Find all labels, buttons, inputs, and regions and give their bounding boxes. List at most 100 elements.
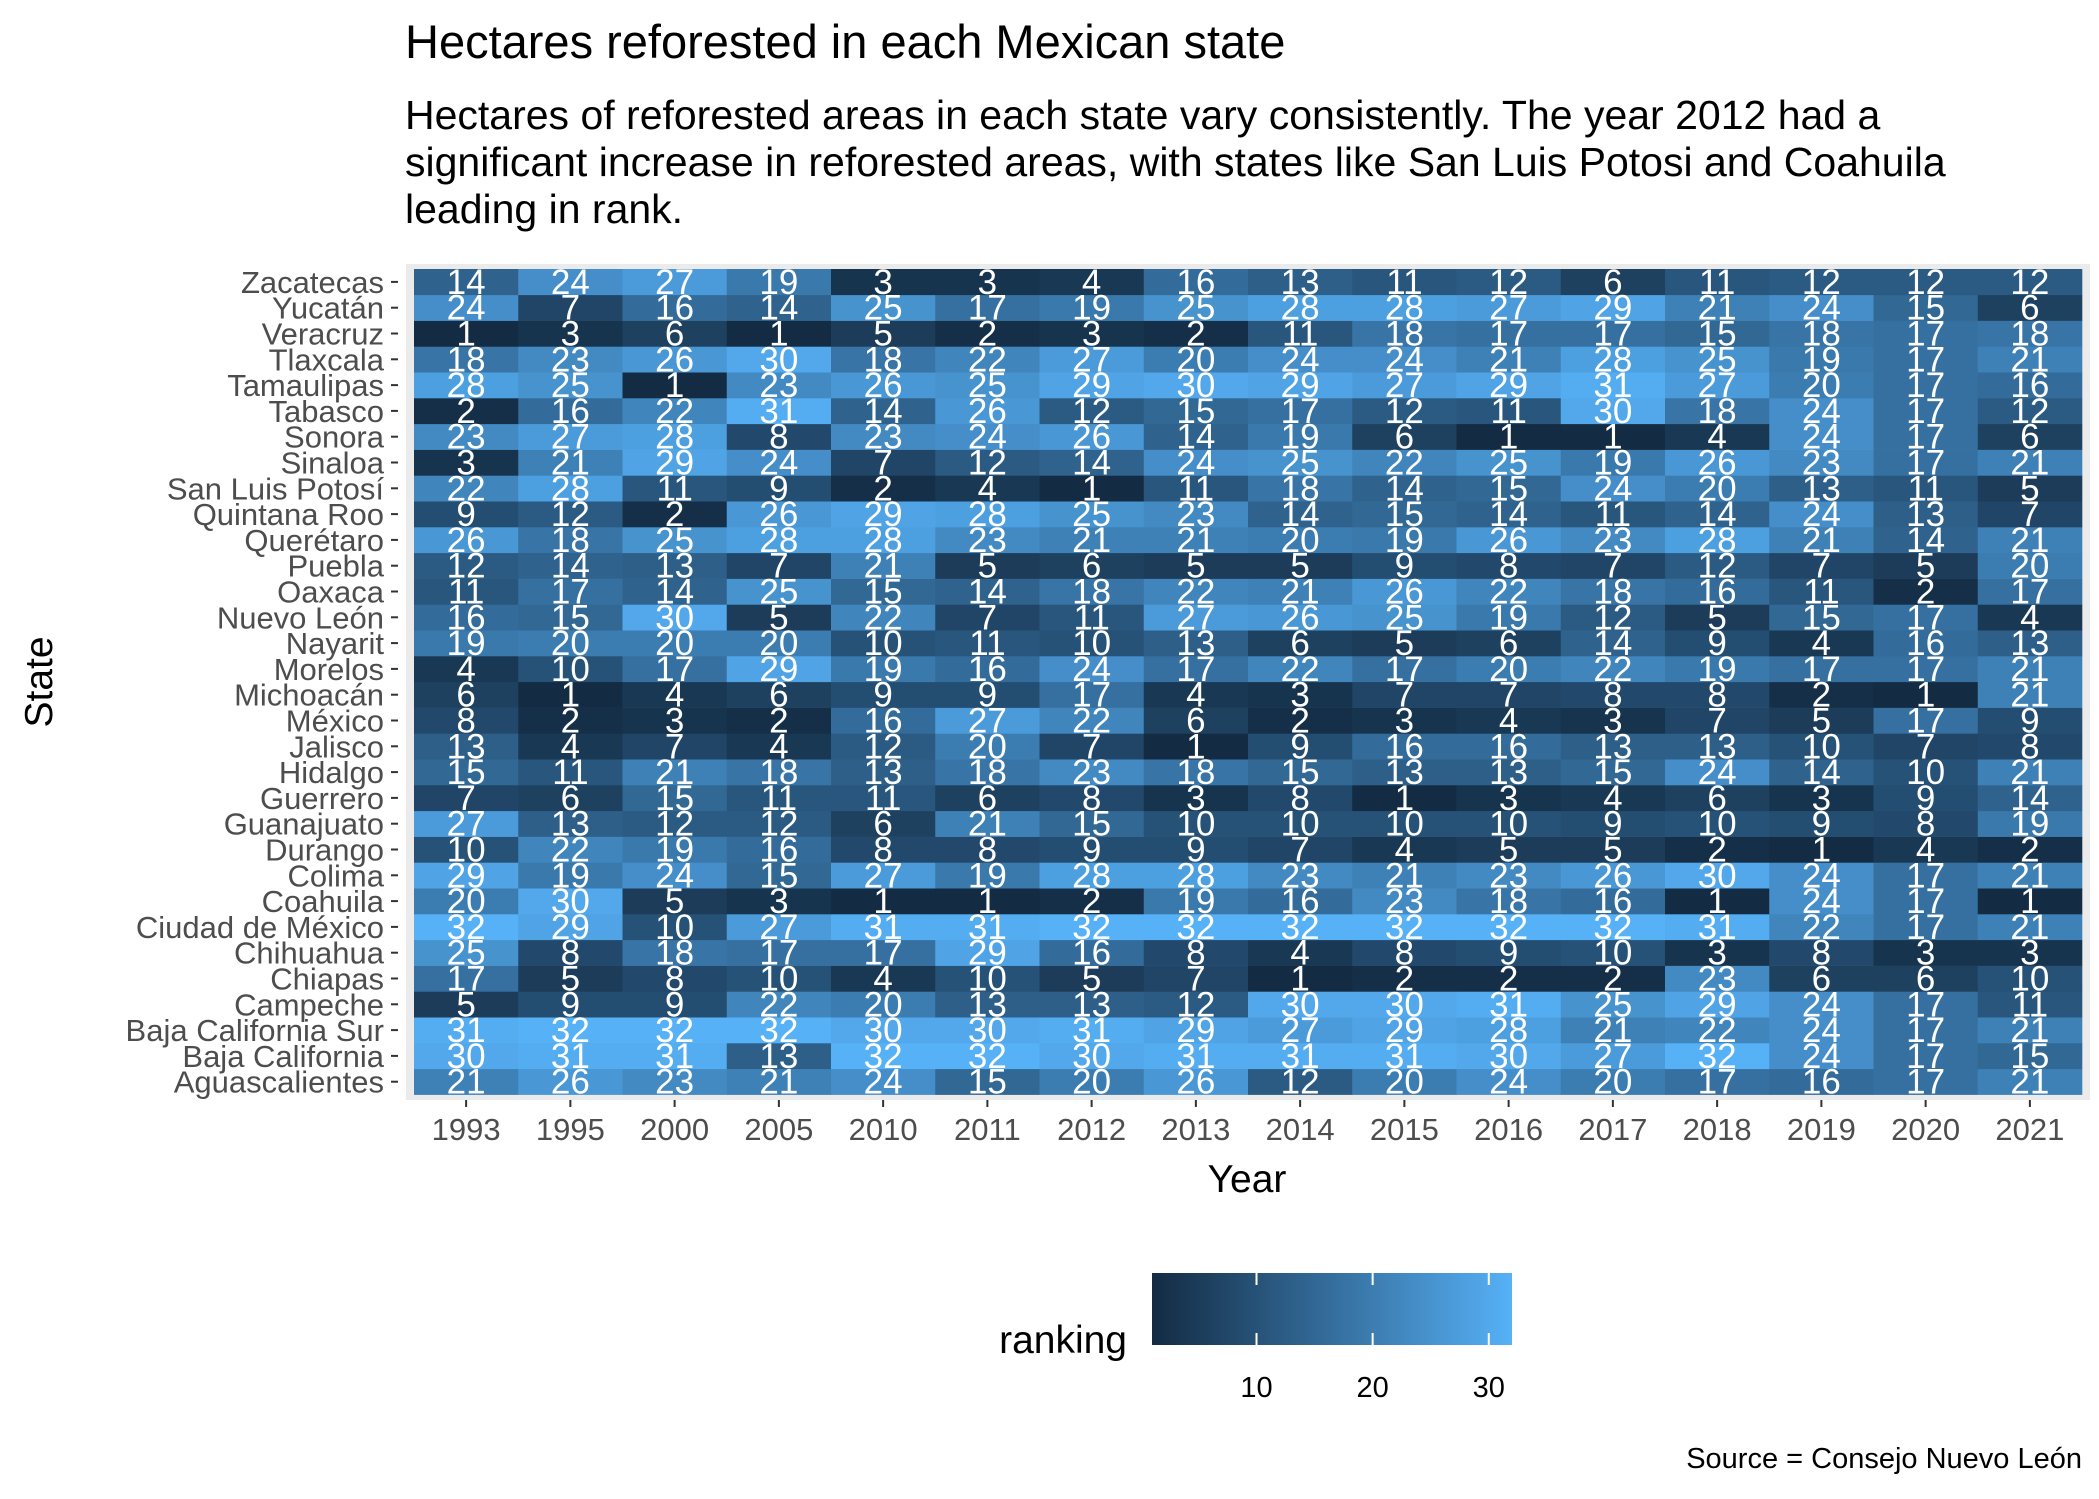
cell-value-label: 29 <box>968 934 1007 973</box>
cell-value-label: 17 <box>1176 650 1215 689</box>
cell-value-label: 2 <box>873 469 892 508</box>
heatmap-cell <box>1560 346 1666 373</box>
cell-value-label: 4 <box>1395 831 1414 870</box>
heatmap-cell <box>1039 630 1145 657</box>
heatmap-cell <box>1456 269 1562 296</box>
cell-value-label: 18 <box>1176 753 1215 792</box>
cell-value-label: 29 <box>1176 1011 1215 1050</box>
y-tick-label: Morelos <box>274 652 384 687</box>
heatmap-cell <box>1248 552 1353 579</box>
heatmap-cell <box>1560 475 1666 502</box>
cell-value-label: 5 <box>1186 547 1205 586</box>
heatmap-cell <box>935 449 1040 476</box>
cell-value-label: 1 <box>1186 727 1205 766</box>
cell-value-label: 17 <box>1489 315 1528 354</box>
cell-value-label: 24 <box>655 856 694 895</box>
cell-value-label: 21 <box>1281 573 1320 612</box>
cell-value-label: 10 <box>864 624 903 663</box>
cell-value-label: 10 <box>551 650 590 689</box>
heatmap-cell <box>1873 836 1979 863</box>
cell-value-label: 2 <box>1082 882 1101 921</box>
cell-value-label: 2 <box>1603 960 1622 999</box>
cell-value-label: 6 <box>561 779 580 818</box>
heatmap-cell <box>1665 552 1770 579</box>
cell-value-label: 19 <box>1385 521 1424 560</box>
cell-value-label: 12 <box>655 805 694 844</box>
cell-value-label: 16 <box>759 831 798 870</box>
heatmap-cell <box>1560 785 1666 812</box>
cell-value-label: 18 <box>1489 882 1528 921</box>
cell-value-label: 24 <box>1385 340 1424 379</box>
heatmap-cell <box>1248 449 1353 476</box>
cell-value-label: 23 <box>968 521 1007 560</box>
cell-value-label: 13 <box>1593 727 1632 766</box>
cell-value-label: 21 <box>2010 908 2049 947</box>
cell-value-label: 7 <box>1499 676 1518 715</box>
heatmap-cell <box>935 681 1040 708</box>
heatmap-cell <box>726 501 832 528</box>
heatmap-cell <box>831 965 936 992</box>
x-tick-label: 2012 <box>1057 1112 1126 1147</box>
cell-value-label: 12 <box>1802 263 1841 302</box>
legend-tick-label: 20 <box>1357 1372 1389 1404</box>
heatmap-cell <box>1769 656 1874 683</box>
cell-value-label: 13 <box>968 985 1007 1024</box>
heatmap-cell <box>1039 1068 1145 1095</box>
heatmap-cell <box>1352 269 1457 296</box>
cell-value-label: 17 <box>447 960 486 999</box>
cell-value-label: 10 <box>1698 805 1737 844</box>
cell-value-label: 32 <box>447 908 486 947</box>
cell-value-label: 29 <box>759 650 798 689</box>
cell-value-label: 11 <box>2012 985 2048 1024</box>
heatmap-cell <box>1039 785 1145 812</box>
heatmap-cell <box>1143 991 1249 1018</box>
heatmap-cell <box>935 1068 1040 1095</box>
cell-value-label: 27 <box>1176 598 1215 637</box>
heatmap-cell <box>1977 552 2083 579</box>
cell-value-label: 16 <box>1698 573 1737 612</box>
cell-value-label: 10 <box>1176 805 1215 844</box>
heatmap-cell <box>1039 501 1145 528</box>
heatmap-cell <box>1560 965 1666 992</box>
x-tick-label: 2021 <box>1995 1112 2064 1147</box>
cell-value-label: 13 <box>1906 495 1945 534</box>
heatmap-cell <box>1248 630 1353 657</box>
heatmap-cell <box>1248 810 1353 837</box>
cell-value-label: 20 <box>864 985 903 1024</box>
heatmap-cell <box>1039 1043 1145 1070</box>
cell-value-label: 6 <box>1812 960 1831 999</box>
heatmap-cell <box>1873 578 1979 605</box>
heatmap-cell <box>1873 320 1979 347</box>
heatmap-cell <box>1039 578 1145 605</box>
cell-value-label: 23 <box>1593 521 1632 560</box>
heatmap-cell <box>622 578 728 605</box>
cell-value-label: 26 <box>551 1063 590 1102</box>
cell-value-label: 13 <box>447 727 486 766</box>
cell-value-label: 2 <box>665 495 684 534</box>
cell-value-label: 25 <box>551 366 590 405</box>
heatmap-cell <box>1456 578 1562 605</box>
cell-value-label: 7 <box>1395 676 1414 715</box>
cell-value-label: 6 <box>665 315 684 354</box>
cell-value-label: 28 <box>655 418 694 457</box>
cell-value-label: 24 <box>1802 289 1841 328</box>
cell-value-label: 24 <box>1802 1011 1841 1050</box>
cell-value-label: 17 <box>2010 573 2049 612</box>
heatmap-cell <box>1143 939 1249 966</box>
y-tick-label: Tamaulipas <box>227 368 384 403</box>
cell-value-label: 31 <box>1593 366 1632 405</box>
heatmap-cell <box>1769 759 1874 786</box>
heatmap-cell <box>414 810 519 837</box>
heatmap-cell <box>1039 707 1145 734</box>
heatmap-cell <box>726 269 832 296</box>
cell-value-label: 5 <box>873 315 892 354</box>
cell-value-label: 4 <box>1603 779 1622 818</box>
cell-value-label: 26 <box>1281 598 1320 637</box>
y-tick-label: Jalisco <box>289 729 384 764</box>
heatmap-cell <box>726 475 832 502</box>
y-tick-label: Baja California Sur <box>126 1013 384 1048</box>
cell-value-label: 4 <box>1082 263 1101 302</box>
heatmap-cell <box>1665 449 1770 476</box>
cell-value-label: 17 <box>1906 1011 1945 1050</box>
heatmap-cell <box>1352 1043 1457 1070</box>
